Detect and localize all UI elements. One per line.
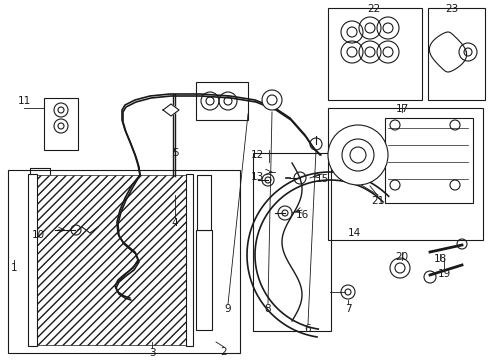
Polygon shape — [163, 104, 179, 116]
Text: 1: 1 — [11, 263, 17, 273]
Bar — [385, 118, 473, 203]
Bar — [28, 174, 37, 346]
Bar — [328, 8, 422, 100]
Text: 12: 12 — [250, 150, 264, 160]
Bar — [328, 108, 483, 240]
Bar — [186, 174, 193, 346]
Bar — [253, 153, 331, 331]
Text: 4: 4 — [172, 218, 178, 228]
Text: 5: 5 — [172, 148, 178, 158]
Text: 7: 7 — [344, 304, 351, 314]
Bar — [32, 175, 190, 345]
Text: 11: 11 — [17, 96, 31, 106]
Bar — [428, 8, 485, 100]
Ellipse shape — [342, 139, 374, 171]
Bar — [44, 98, 78, 150]
Text: 6: 6 — [305, 324, 311, 334]
Text: 14: 14 — [347, 228, 361, 238]
Text: 17: 17 — [395, 104, 409, 114]
Text: 16: 16 — [295, 210, 309, 220]
Text: 8: 8 — [265, 304, 271, 314]
Text: 20: 20 — [395, 252, 409, 262]
Text: 2: 2 — [220, 347, 227, 357]
Bar — [197, 175, 211, 230]
Ellipse shape — [262, 90, 282, 110]
Text: 13: 13 — [250, 172, 264, 182]
Text: 15: 15 — [316, 174, 329, 184]
Ellipse shape — [328, 125, 388, 185]
Text: 3: 3 — [148, 348, 155, 358]
Text: 9: 9 — [225, 304, 231, 314]
Text: 22: 22 — [368, 4, 381, 14]
Text: 19: 19 — [438, 269, 451, 279]
Bar — [8, 170, 240, 353]
Text: 10: 10 — [31, 230, 45, 240]
Bar — [196, 230, 212, 330]
Text: 18: 18 — [433, 254, 446, 264]
Text: 21: 21 — [371, 196, 385, 206]
Bar — [196, 82, 248, 120]
Text: 23: 23 — [445, 4, 459, 14]
